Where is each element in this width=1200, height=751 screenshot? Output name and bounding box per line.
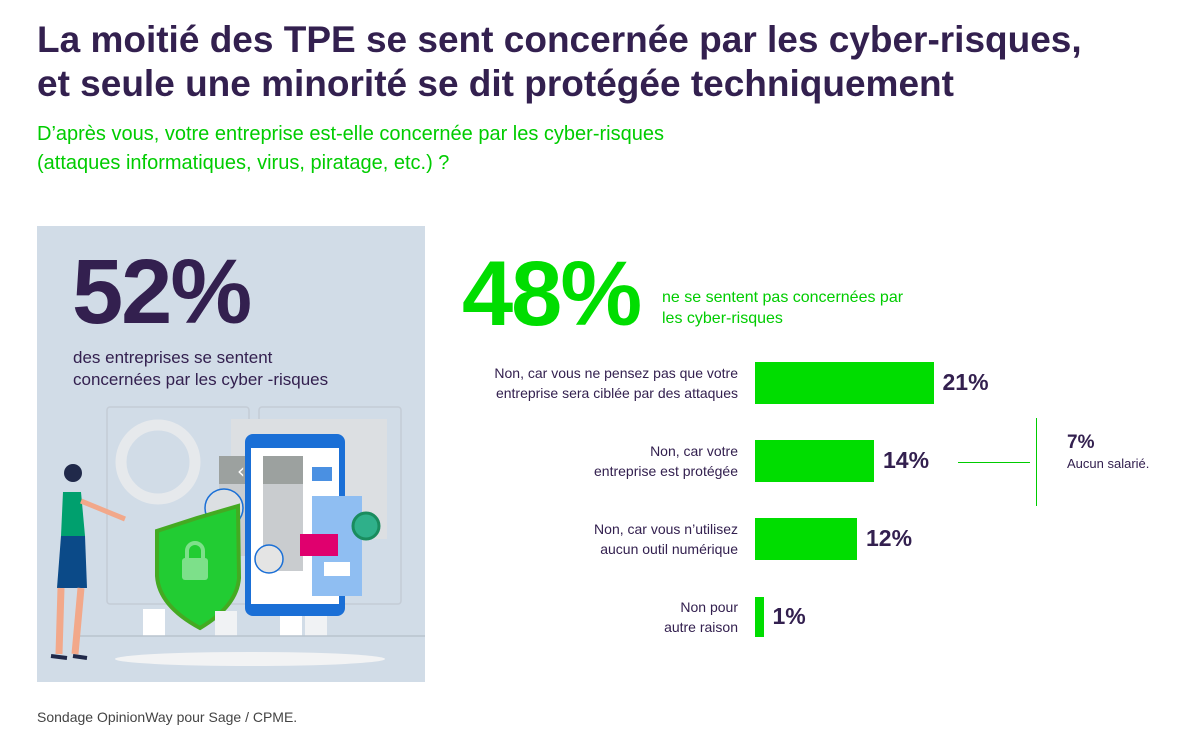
bar-value-label: 1%: [772, 603, 806, 629]
concerned-desc-line-1: des entreprises se sentent: [73, 348, 273, 367]
category-line: entreprise est protégée: [594, 463, 738, 479]
not-concerned-desc-line-1: ne se sentent pas concernées par: [662, 289, 904, 306]
category-line: aucun outil numérique: [600, 541, 738, 557]
cybersecurity-illustration: ‹ ›: [50, 406, 425, 666]
subtitle-line-2: (attaques informatiques, virus, piratage…: [37, 152, 450, 174]
bar: [755, 597, 764, 637]
bar-category-label: Non, car vous ne pensez pas que votre ent…: [418, 363, 738, 403]
category-line: Non, car vous n’utilisez: [594, 521, 738, 537]
bar: [755, 440, 874, 482]
not-concerned-description: ne se sentent pas concernées par les cyb…: [662, 287, 903, 329]
category-line: Non pour: [680, 599, 738, 615]
not-concerned-desc-line-2: les cyber-risques: [662, 310, 783, 327]
question-subtitle: D’après vous, votre entreprise est-elle …: [37, 120, 664, 178]
annotation-connector-line: [958, 462, 1030, 463]
bar: [755, 518, 857, 560]
subtitle-line-1: D’après vous, votre entreprise est-elle …: [37, 123, 664, 145]
annotation-value: 7%: [1067, 432, 1095, 453]
page-title: La moitié des TPE se sent concernée par …: [37, 18, 1082, 106]
concerned-description: des entreprises se sentent concernées pa…: [73, 347, 328, 391]
category-line: autre raison: [664, 619, 738, 635]
bar-category-label: Non, car votre entreprise est protégée: [418, 441, 738, 481]
bar-category-label: Non, car vous n’utilisez aucun outil numé…: [418, 519, 738, 559]
source-note: Sondage OpinionWay pour Sage / CPME.: [37, 709, 298, 725]
illustration-panel: ‹ ›: [37, 226, 425, 682]
concerned-percentage: 52%: [72, 241, 252, 343]
category-line: Non, car votre: [650, 443, 738, 459]
bar-value-label: 14%: [883, 447, 930, 473]
bar-value-label: 12%: [866, 525, 913, 551]
annotation-bracket-line: [1036, 418, 1037, 506]
bar-category-label: Non pour autre raison: [418, 597, 738, 637]
category-line: entreprise sera ciblée par des attaques: [495, 385, 738, 401]
bar: [755, 362, 934, 404]
not-concerned-percentage: 48%: [462, 243, 642, 345]
title-line-2: et seule une minorité se dit protégée te…: [37, 63, 954, 104]
bar-value-label: 21%: [942, 369, 989, 395]
annotation-text: Aucun salarié.: [1067, 456, 1150, 471]
concerned-desc-line-2: concernées par les cyber -risques: [73, 370, 329, 389]
category-line: Non, car vous ne pensez pas que votre: [494, 365, 738, 381]
title-line-1: La moitié des TPE se sent concernée par …: [37, 19, 1082, 60]
